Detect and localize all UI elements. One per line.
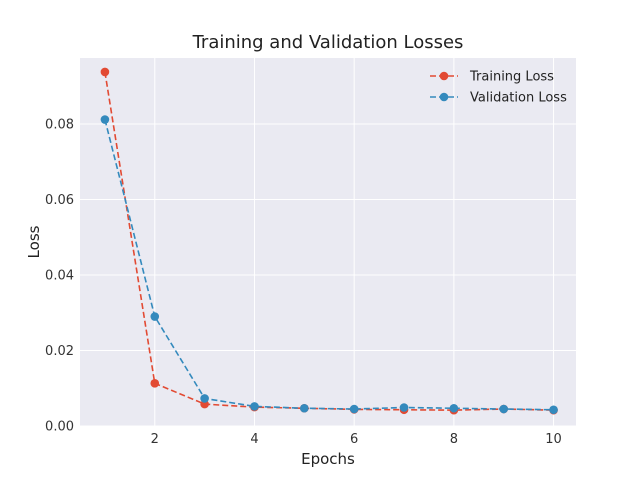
ticks: 2 4 6 8 10 0.00 0.02 0.04 0.06 0.08: [45, 118, 562, 447]
data-point: [150, 379, 160, 388]
legend-label: Training Loss: [469, 70, 554, 85]
data-point: [100, 67, 110, 77]
data-point: [250, 402, 259, 411]
data-point: [449, 403, 459, 413]
x-axis-label: Epochs: [301, 450, 355, 468]
series-line: [104, 71, 554, 411]
data-point: [399, 403, 409, 412]
legend-item: Training Loss: [430, 70, 554, 85]
x-tick-label: 8: [450, 432, 458, 447]
legend: Training Loss Validation Loss: [430, 70, 567, 106]
series-line: [104, 119, 554, 411]
y-tick-label: 0.02: [45, 344, 74, 359]
legend-item: Validation Loss: [430, 91, 567, 106]
x-tick-label: 4: [250, 432, 258, 447]
data-point: [150, 312, 160, 321]
series-1: [100, 115, 558, 415]
legend-marker: [439, 92, 449, 102]
x-tick-label: 10: [545, 432, 562, 447]
plot-background: [80, 58, 576, 426]
y-tick-label: 0.04: [45, 269, 74, 284]
data-point: [100, 115, 110, 124]
x-tick-label: 6: [350, 432, 358, 447]
legend-marker: [439, 71, 449, 81]
x-tick-label: 2: [151, 432, 159, 447]
data-point: [300, 403, 309, 413]
data-point: [499, 404, 509, 414]
data-point: [200, 394, 209, 403]
y-tick-label: 0.06: [45, 193, 74, 208]
chart-title: Training and Validation Losses: [192, 32, 464, 53]
y-axis-label: Loss: [25, 225, 43, 258]
y-tick-label: 0.08: [45, 118, 74, 133]
grid: [80, 58, 576, 427]
series-layer: [100, 67, 558, 415]
data-point: [549, 405, 558, 415]
y-tick-label: 0.00: [45, 420, 74, 435]
legend-label: Validation Loss: [470, 91, 567, 106]
data-point: [349, 404, 359, 414]
